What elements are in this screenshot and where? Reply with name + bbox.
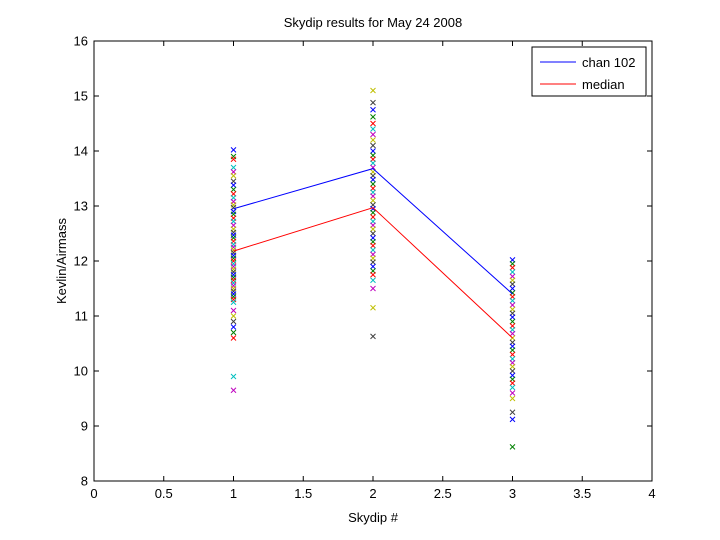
- scatter-point: [370, 242, 376, 249]
- scatter-points: [230, 87, 516, 450]
- y-tick-label: 11: [75, 309, 89, 324]
- scatter-point: [370, 131, 376, 138]
- y-tick-label: 12: [74, 254, 88, 269]
- scatter-point: [370, 209, 376, 216]
- x-tick-label: 3: [509, 486, 516, 501]
- scatter-point: [509, 281, 516, 287]
- scatter-point: [230, 387, 237, 394]
- scatter-point: [370, 176, 376, 183]
- scatter-point: [230, 182, 237, 188]
- y-tick-label: 8: [81, 474, 88, 489]
- scatter-point: [509, 395, 516, 402]
- x-axis-label: Skydip #: [348, 510, 399, 525]
- scatter-point: [230, 373, 237, 380]
- x-tick-label: 0.5: [155, 486, 173, 501]
- scatter-point: [370, 285, 376, 292]
- scatter-point: [370, 114, 376, 120]
- x-tick-label: 1.5: [294, 486, 312, 501]
- y-tick-label: 13: [74, 199, 88, 214]
- y-tick-label: 14: [74, 144, 88, 159]
- scatter-point: [370, 197, 376, 204]
- scatter-point: [370, 148, 376, 154]
- scatter-point: [509, 368, 516, 374]
- scatter-point: [509, 444, 516, 450]
- y-axis-label: Kevlin/Airmass: [54, 218, 69, 304]
- scatter-point: [230, 307, 237, 314]
- plot-area: [93, 40, 653, 482]
- legend: chan 102 median: [531, 46, 647, 97]
- scatter-point: [509, 416, 516, 423]
- scatter-point: [370, 263, 376, 270]
- legend-label-chan-102: chan 102: [582, 55, 636, 70]
- y-tick-label: 9: [81, 419, 88, 434]
- scatter-point: [230, 164, 237, 171]
- scatter-point: [509, 351, 516, 358]
- y-tick-label: 10: [74, 364, 88, 379]
- scatter-point: [509, 384, 516, 391]
- scatter-point: [509, 330, 516, 337]
- scatter-point: [230, 299, 237, 306]
- series-line-chan-102: [233, 168, 513, 295]
- scatter-point: [509, 347, 516, 353]
- scatter-point: [509, 363, 516, 370]
- scatter-point: [230, 172, 237, 179]
- series-line-median: [233, 207, 513, 339]
- scatter-point: [370, 333, 376, 340]
- scatter-point: [370, 126, 376, 132]
- scatter-point: [509, 269, 516, 275]
- x-tick-label: 1: [230, 486, 237, 501]
- scatter-point: [370, 230, 376, 237]
- legend-label-median: median: [582, 77, 625, 92]
- scatter-point: [230, 318, 237, 325]
- scatter-point: [370, 193, 376, 199]
- scatter-point: [509, 390, 516, 396]
- scatter-point: [230, 313, 237, 319]
- y-tick-label: 16: [74, 34, 88, 49]
- x-tick-label: 0: [90, 486, 97, 501]
- scatter-point: [370, 160, 376, 166]
- scatter-point: [370, 87, 376, 94]
- scatter-point: [509, 409, 516, 416]
- scatter-point: [370, 120, 376, 127]
- scatter-point: [370, 142, 376, 149]
- scatter-point: [370, 226, 376, 232]
- scatter-point: [230, 147, 237, 153]
- x-tick-label: 2: [369, 486, 376, 501]
- scatter-point: [370, 106, 376, 113]
- scatter-point: [370, 214, 376, 220]
- scatter-point: [509, 302, 516, 308]
- scatter-point: [370, 137, 376, 143]
- scatter-point: [370, 259, 376, 265]
- scatter-point: [230, 186, 237, 193]
- scatter-point: [230, 156, 237, 163]
- axis-ticks: 0 0.5 1 1.5 2 2.5 3 3.5 4 8 9 10 11 12 13 14 15 16: [74, 34, 656, 502]
- scatter-point: [509, 380, 516, 386]
- scatter-point: [509, 285, 516, 292]
- scatter-point: [509, 264, 516, 271]
- scatter-point: [230, 335, 237, 341]
- scatter-point: [370, 247, 376, 253]
- scatter-point: [230, 329, 237, 336]
- y-tick-label: 15: [74, 89, 88, 104]
- x-tick-label: 4: [648, 486, 655, 501]
- x-tick-label: 2.5: [434, 486, 452, 501]
- scatter-point: [370, 271, 376, 278]
- scatter-point: [370, 277, 376, 284]
- chart-title: Skydip results for May 24 2008: [284, 15, 462, 30]
- scatter-point: [230, 324, 237, 330]
- scatter-point: [509, 318, 516, 325]
- scatter-point: [509, 314, 516, 320]
- series-lines: [233, 168, 513, 339]
- scatter-point: [509, 297, 516, 304]
- legend-box: [531, 46, 647, 97]
- scatter-point: [370, 181, 376, 187]
- x-tick-label: 3.5: [573, 486, 591, 501]
- scatter-point: [370, 99, 376, 106]
- scatter-point: [370, 304, 376, 311]
